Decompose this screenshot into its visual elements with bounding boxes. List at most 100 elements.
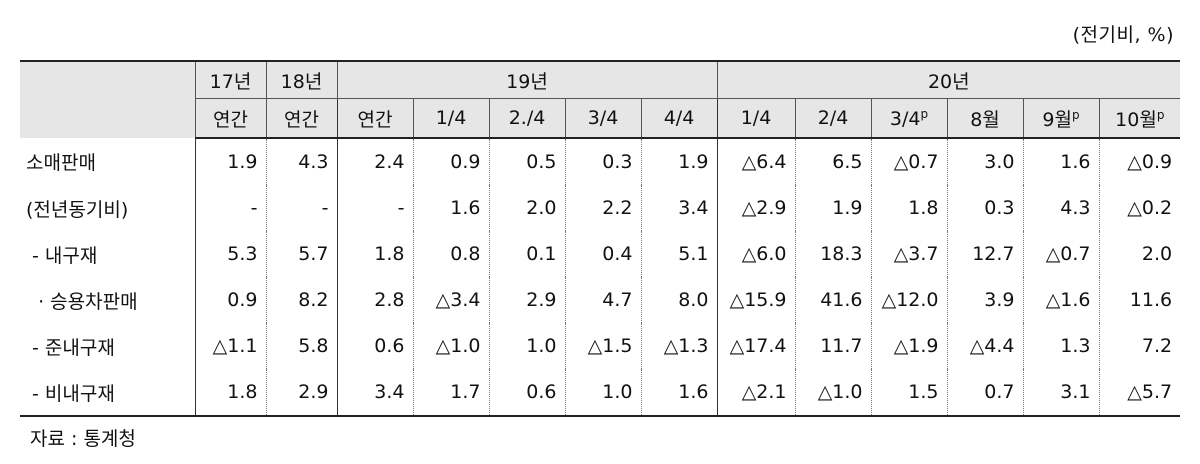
table-cell: 5.3 [194, 231, 266, 277]
table-cell: 0.3 [946, 185, 1024, 231]
table-cell: 1.8 [336, 231, 413, 277]
period-label: 3/4 [889, 107, 921, 130]
table-row: (전년동기비) - - -1.6 2.0 2.2 3.4 △2.9 1.9 1.8 0.3 4.3 △0… [20, 185, 1181, 231]
table-cell: △3.7 [870, 231, 948, 277]
table-cell: 1.5 [870, 369, 948, 417]
period-header: 1/4 [412, 98, 489, 139]
table-cell: 0.3 [564, 138, 641, 185]
table-cell: △6.4 [716, 138, 796, 185]
table-cell: 8.2 [265, 277, 337, 323]
table-cell: 2.0 [1098, 231, 1181, 277]
table-cell: △17.4 [716, 323, 796, 369]
table-row: · 승용차판매 0.9 8.2 2.8 △3.4 2.9 4.7 8.0 △15.9 41.6 △1… [20, 277, 1181, 323]
period-label: 10월 [1115, 108, 1157, 131]
row-label: · 승용차판매 [26, 290, 138, 313]
row-label: 소매판매 [26, 152, 96, 174]
table-cell: 7.2 [1098, 323, 1181, 369]
retail-sales-table: 17년 18년 19년 20년 연간 연간 연간 1/4 2./4 3/4 4/4 1/4 2/… [20, 60, 1181, 417]
year-header: 17년 [194, 60, 266, 99]
table-cell: 0.7 [946, 369, 1024, 417]
table-cell: 3.4 [336, 369, 413, 417]
period-label: 연간 [213, 108, 248, 131]
year-header: 20년 [716, 60, 1181, 99]
table-cell: 2.8 [336, 277, 413, 323]
unit-label: (전기비, %) [1072, 24, 1174, 46]
table-cell: 1.9 [640, 138, 718, 185]
year-header: 19년 [336, 60, 718, 99]
table-cell: △3.4 [412, 277, 489, 323]
table-cell: 2.0 [488, 185, 565, 231]
table-cell: 1.3 [1022, 323, 1100, 369]
period-label: 2/4 [817, 107, 849, 129]
table-cell: 0.1 [488, 231, 565, 277]
table-cell: - [336, 185, 413, 231]
preliminary-marker: p [1156, 107, 1165, 122]
period-header-row: 연간 연간 연간 1/4 2./4 3/4 4/4 1/4 2/4 3/4p 8월 9월p 10월p [20, 98, 1181, 139]
table-cell: 18.3 [794, 231, 872, 277]
table-cell: 1.8 [870, 185, 948, 231]
period-header: 10월p [1098, 98, 1181, 139]
table-cell: 5.8 [265, 323, 337, 369]
table-cell: 12.7 [946, 231, 1024, 277]
period-label: 8월 [970, 108, 1000, 131]
table-cell: 1.9 [194, 138, 266, 185]
period-label: 연간 [284, 108, 319, 131]
table-cell: 1.7 [412, 369, 489, 417]
table-cell: △12.0 [870, 277, 948, 323]
table-row: - 내구재 5.3 5.7 1.8 0.8 0.1 0.4 5.1 △6.0 18.3 △3.7 12… [20, 231, 1181, 277]
table-cell: 2.4 [336, 138, 413, 185]
table-row: - 준내구재 △1.1 5.8 0.6 △1.0 1.0 △1.5 △1.3 △17.4 11.7… [20, 323, 1181, 369]
table-cell: 4.3 [1022, 185, 1100, 231]
period-header: 연간 [194, 98, 266, 139]
table-cell: △1.9 [870, 323, 948, 369]
table-cell: 3.1 [1022, 369, 1100, 417]
preliminary-marker: p [920, 106, 929, 121]
table-cell: 1.0 [488, 323, 565, 369]
header-corner [20, 60, 195, 138]
table-cell: △6.0 [716, 231, 796, 277]
table-cell: △1.1 [194, 323, 266, 369]
period-header: 1/4 [716, 98, 796, 139]
table-row: 소매판매 1.9 4.3 2.4 0.9 0.5 0.3 1.9 △6.4 6.5 △0.7 3.0 1… [20, 138, 1181, 185]
period-label: 3/4 [587, 107, 619, 129]
table-cell: 5.7 [265, 231, 337, 277]
row-label: - 비내구재 [20, 369, 195, 417]
row-label: - 준내구재 [26, 336, 115, 359]
table-cell: 0.9 [412, 138, 489, 185]
table-cell: △1.6 [1022, 277, 1100, 323]
table-cell: - [194, 185, 266, 231]
table-cell: 0.4 [564, 231, 641, 277]
table-cell: 2.9 [488, 277, 565, 323]
period-label: 9월 [1042, 108, 1072, 131]
period-header: 8월 [946, 98, 1024, 139]
period-header: 3/4 [564, 98, 641, 139]
table-cell: 0.9 [194, 277, 266, 323]
period-label: 1/4 [435, 107, 467, 129]
table-cell: △0.7 [1022, 231, 1100, 277]
source-note: 자료 : 통계청 [30, 428, 136, 450]
table-cell: - [265, 185, 337, 231]
table-cell: 4.3 [265, 138, 337, 185]
table-cell: 11.7 [794, 323, 872, 369]
table-cell: △0.7 [870, 138, 948, 185]
table-cell: 0.6 [488, 369, 565, 417]
table-cell: 0.8 [412, 231, 489, 277]
table-cell: 41.6 [794, 277, 872, 323]
table-cell: 11.6 [1098, 277, 1181, 323]
table-cell: 8.0 [640, 277, 718, 323]
period-label: 연간 [357, 108, 393, 131]
period-header: 연간 [265, 98, 337, 139]
table-cell: 1.6 [412, 185, 489, 231]
period-label: 1/4 [740, 107, 772, 129]
table-cell: △1.0 [412, 323, 489, 369]
row-label: (전년동기비) [26, 198, 129, 221]
period-header: 2./4 [488, 98, 565, 139]
period-header: 4/4 [640, 98, 718, 139]
year-header-row: 17년 18년 19년 20년 [20, 60, 1181, 138]
table-cell: 2.2 [564, 185, 641, 231]
table-cell: 1.0 [564, 369, 641, 417]
table-cell: △15.9 [716, 277, 796, 323]
preliminary-marker: p [1071, 107, 1080, 122]
table-cell: 3.4 [640, 185, 718, 231]
table-cell: △0.9 [1098, 138, 1181, 185]
